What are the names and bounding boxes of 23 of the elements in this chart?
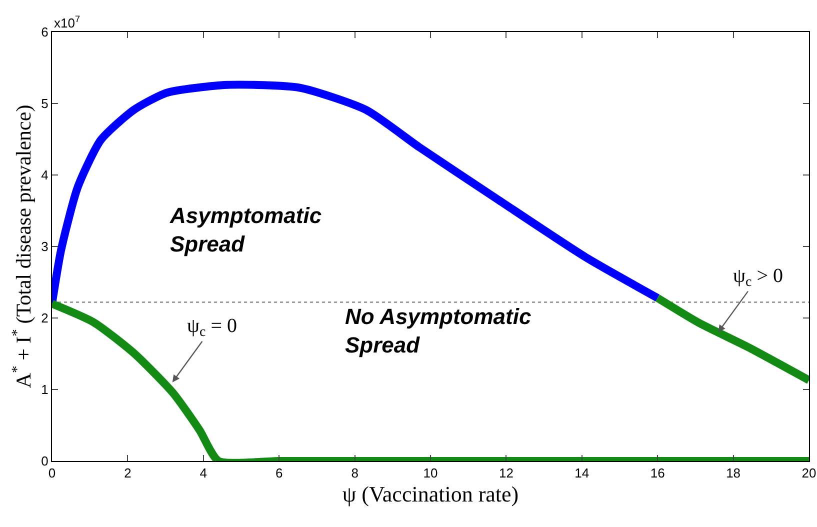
y-tick-label: 5: [41, 96, 48, 112]
x-tick-label: 4: [200, 466, 208, 481]
x-tick-label: 6: [275, 466, 283, 481]
y-tick-label: 0: [41, 454, 48, 469]
x-tick-label: 18: [726, 466, 741, 481]
x-tick-label: 2: [124, 466, 132, 481]
x-axis-title: ψ (Vaccination rate): [342, 482, 519, 506]
text: x10$^{7}$: [54, 14, 80, 30]
y-tick-label: 4: [41, 168, 48, 183]
x-tick-label: 20: [802, 466, 816, 481]
y-tick-label: 2: [41, 310, 48, 326]
y-tick-label: 6: [41, 24, 48, 40]
annotation: No Asymptomatic Spread: [345, 304, 532, 358]
x-tick-label: 12: [498, 466, 514, 481]
x-tick-label: 14: [574, 466, 590, 481]
annotation: ψ$_{c}$ > 0: [733, 265, 784, 290]
annotation: ψ$_{c}$ = 0: [187, 315, 238, 340]
x-tick-label: 8: [351, 466, 358, 481]
x-tick-label: 10: [423, 466, 438, 481]
y-tick-label: 3: [41, 239, 48, 254]
x-tick-label: 16: [650, 466, 665, 481]
y-tick-label: 1: [41, 382, 48, 398]
annotation: Asymptomatic Spread: [169, 203, 322, 257]
